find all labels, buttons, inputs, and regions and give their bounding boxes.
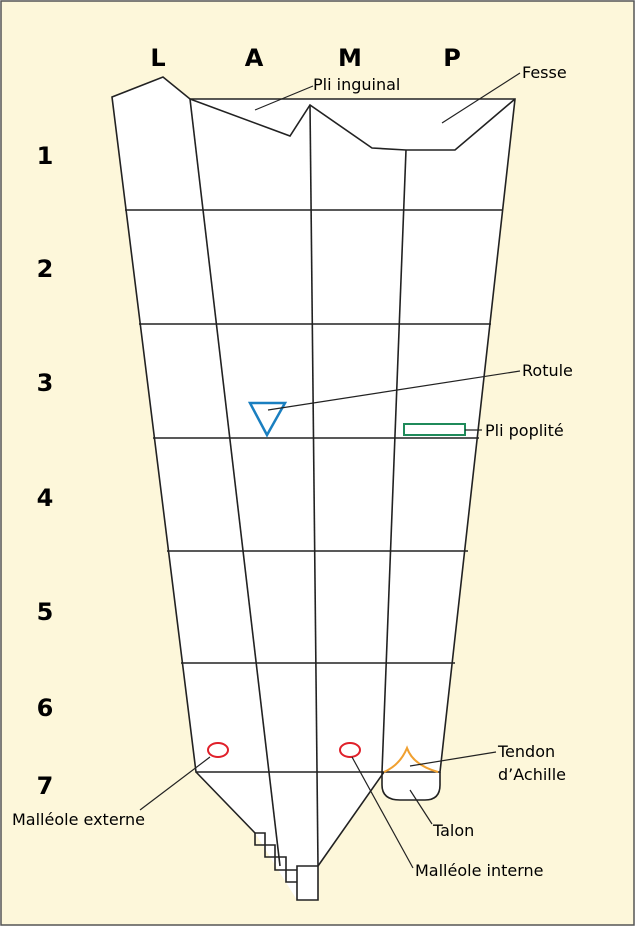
column-label: M <box>338 44 362 72</box>
row-label: 1 <box>37 142 54 170</box>
annotation: Rotule <box>522 361 573 380</box>
annotation: Malléole externe <box>12 810 145 829</box>
annotation: Fesse <box>522 63 567 82</box>
row-label: 7 <box>37 772 54 800</box>
row-label: 3 <box>37 369 54 397</box>
row-label: 4 <box>37 484 54 512</box>
column-label: A <box>245 44 264 72</box>
column-label: P <box>443 44 461 72</box>
annotation: d’Achille <box>498 765 566 784</box>
row-label: 5 <box>37 598 54 626</box>
annotation: Pli poplité <box>485 421 564 440</box>
annotation: Pli inguinal <box>313 75 400 94</box>
diagram: L A M P 1 2 3 4 5 6 7 Pli inguinal Fesse… <box>0 0 635 926</box>
annotation: Talon <box>432 821 474 840</box>
annotation: Tendon <box>497 742 555 761</box>
row-label: 6 <box>37 694 54 722</box>
column-label: L <box>150 44 165 72</box>
annotation: Malléole interne <box>415 861 544 880</box>
row-label: 2 <box>37 255 54 283</box>
